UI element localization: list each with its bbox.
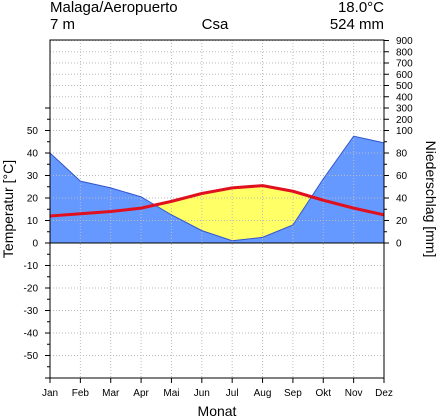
right-tick-label: 400 — [396, 92, 413, 103]
arid-period-area — [154, 185, 312, 241]
left-tick-label: 30 — [27, 171, 39, 182]
left-tick-label: -50 — [24, 351, 39, 362]
right-tick-label: 500 — [396, 81, 413, 92]
right-tick-label: 700 — [396, 59, 413, 70]
left-tick-label: 50 — [27, 126, 39, 137]
x-tick-label: Jun — [194, 388, 210, 399]
right-tick-label: 40 — [396, 194, 408, 205]
x-tick-label: Mar — [102, 388, 120, 399]
x-tick-label: Mai — [163, 388, 179, 399]
right-tick-label: 100 — [396, 126, 413, 137]
left-tick-label: -30 — [24, 306, 39, 317]
x-tick-label: Sep — [284, 388, 302, 399]
x-axis-label: Monat — [198, 403, 237, 418]
right-tick-label: 800 — [396, 47, 413, 58]
x-tick-label: Aug — [254, 388, 272, 399]
x-tick-label: Feb — [72, 388, 90, 399]
mean-temperature: 18.0°C — [338, 0, 384, 16]
right-tick-label: 20 — [396, 216, 408, 227]
right-tick-label: 60 — [396, 171, 408, 182]
precipitation-line — [49, 135, 385, 242]
left-tick-label: 10 — [27, 216, 39, 227]
x-tick-label: Nov — [345, 388, 363, 399]
right-tick-label: 600 — [396, 70, 413, 81]
right-axis-label: Niederschlag [mm] — [423, 141, 439, 258]
station-elevation: 7 m — [50, 16, 75, 33]
annual-precipitation: 524 mm — [330, 16, 384, 33]
x-tick-label: Jul — [226, 388, 239, 399]
left-tick-label: -20 — [24, 284, 39, 295]
x-tick-label: Jan — [42, 388, 58, 399]
left-axis-label: Temperatur [°C] — [0, 160, 16, 258]
left-tick-label: 40 — [27, 149, 39, 160]
right-tick-label: 80 — [396, 149, 408, 160]
precipitation-area — [50, 136, 384, 243]
x-tick-label: Dez — [375, 388, 393, 399]
left-tick-label: -10 — [24, 261, 39, 272]
temperature-line — [49, 184, 385, 218]
left-tick-label: 20 — [27, 194, 39, 205]
x-tick-label: Apr — [133, 388, 149, 399]
left-tick-label: -40 — [24, 329, 39, 340]
right-tick-label: 900 — [396, 36, 413, 47]
right-tick-label: 0 — [396, 239, 402, 250]
climate-class: Csa — [202, 16, 229, 33]
right-tick-label: 300 — [396, 104, 413, 115]
right-tick-label: 200 — [396, 115, 413, 126]
station-name: Malaga/Aeropuerto — [50, 0, 178, 16]
left-tick-label: 0 — [32, 239, 38, 250]
x-tick-label: Okt — [315, 388, 331, 399]
